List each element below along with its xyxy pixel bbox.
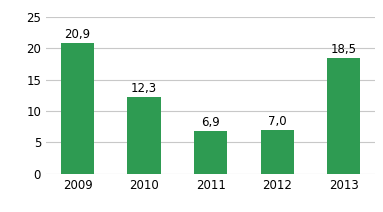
Bar <box>61 43 94 174</box>
Text: 18,5: 18,5 <box>331 43 357 56</box>
Text: 6,9: 6,9 <box>201 116 220 129</box>
Bar <box>327 58 360 174</box>
Text: 20,9: 20,9 <box>64 28 91 41</box>
Bar <box>260 130 294 174</box>
Text: 12,3: 12,3 <box>131 82 157 95</box>
Text: 7,0: 7,0 <box>268 115 286 128</box>
Bar <box>194 131 227 174</box>
Bar <box>128 97 161 174</box>
